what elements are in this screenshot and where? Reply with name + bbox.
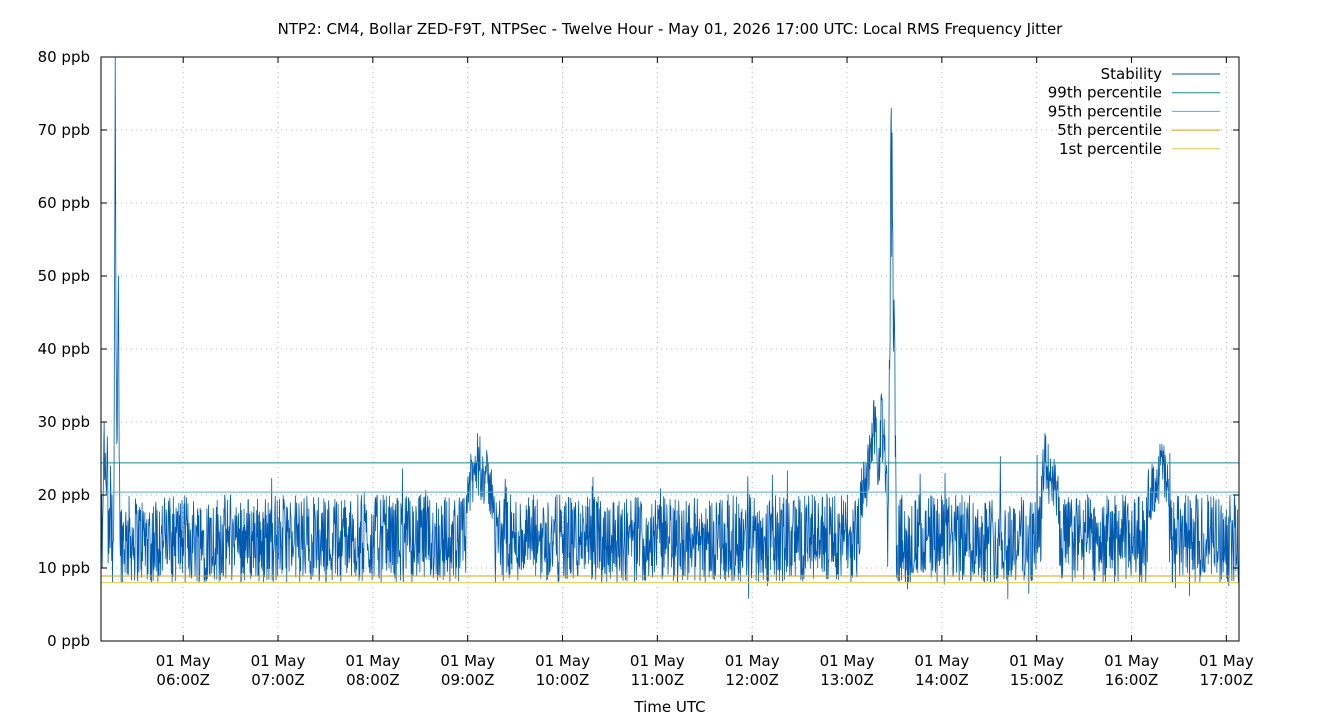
- x-tick-label: 09:00Z: [441, 671, 495, 689]
- x-tick-label: 06:00Z: [156, 671, 210, 689]
- legend-label: Stability: [1101, 65, 1163, 83]
- legend-label: 99th percentile: [1048, 84, 1162, 102]
- y-tick-label: 40 ppb: [38, 340, 90, 358]
- x-tick-label: 17:00Z: [1200, 671, 1254, 689]
- x-tick-label: 13:00Z: [820, 671, 874, 689]
- y-tick-label: 0 ppb: [47, 632, 90, 650]
- x-tick-label: 01 May: [725, 652, 780, 670]
- y-tick-label: 60 ppb: [38, 194, 90, 212]
- x-tick-label: 14:00Z: [915, 671, 969, 689]
- x-tick-label: 01 May: [345, 652, 400, 670]
- x-tick-label: 01 May: [440, 652, 495, 670]
- y-tick-label: 30 ppb: [38, 413, 90, 431]
- x-tick-label: 15:00Z: [1010, 671, 1064, 689]
- x-tick-label: 12:00Z: [725, 671, 779, 689]
- x-tick-label: 01 May: [1104, 652, 1159, 670]
- x-tick-label: 01 May: [1199, 652, 1254, 670]
- stability-series-line: [100, 56, 1240, 600]
- y-tick-label: 50 ppb: [38, 267, 90, 285]
- legend-label: 5th percentile: [1057, 121, 1162, 139]
- x-tick-label: 01 May: [156, 652, 211, 670]
- y-tick-label: 70 ppb: [38, 121, 90, 139]
- x-tick-label: 16:00Z: [1105, 671, 1159, 689]
- x-tick-label: 01 May: [630, 652, 685, 670]
- x-tick-label: 01 May: [535, 652, 590, 670]
- x-tick-label: 01 May: [914, 652, 969, 670]
- y-tick-label: 80 ppb: [38, 48, 90, 66]
- x-tick-label: 11:00Z: [631, 671, 685, 689]
- chart-title: NTP2: CM4, Bollar ZED-F9T, NTPSec - Twel…: [278, 20, 1064, 38]
- x-tick-label: 01 May: [251, 652, 306, 670]
- legend-label: 95th percentile: [1048, 102, 1162, 120]
- plot-data: [100, 56, 1240, 600]
- y-tick-label: 20 ppb: [38, 486, 90, 504]
- legend-label: 1st percentile: [1059, 140, 1162, 158]
- x-tick-label: 07:00Z: [251, 671, 305, 689]
- axes: 0 ppb 10 ppb 20 ppb 30 ppb 40 ppb 50 ppb 60 pp…: [38, 48, 1254, 689]
- x-tick-label: 08:00Z: [346, 671, 400, 689]
- x-tick-label: 01 May: [1009, 652, 1064, 670]
- x-axis-label: Time UTC: [633, 698, 705, 716]
- x-tick-label: 10:00Z: [536, 671, 590, 689]
- y-tick-label: 10 ppb: [38, 559, 90, 577]
- x-tick-label: 01 May: [820, 652, 875, 670]
